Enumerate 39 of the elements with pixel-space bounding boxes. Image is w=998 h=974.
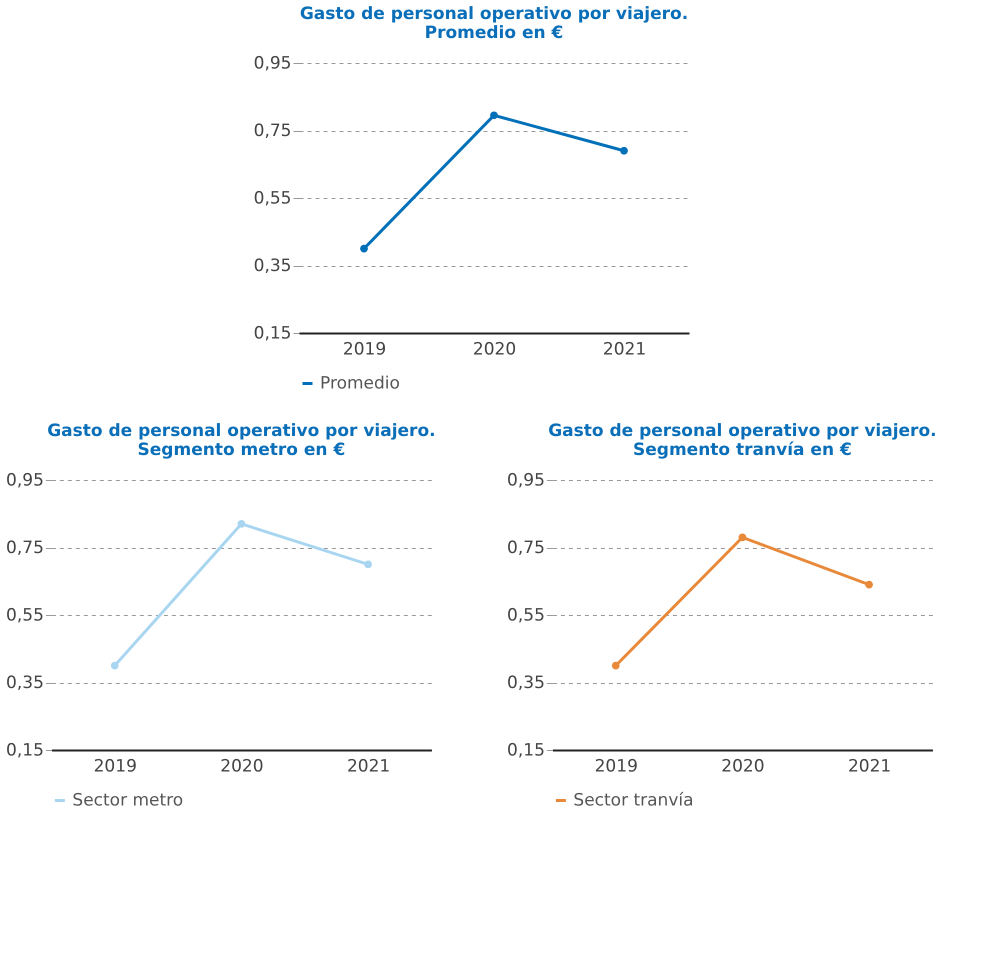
y-tick-label: 0,95 [6, 470, 44, 490]
x-tick-label: 2021 [602, 340, 646, 360]
y-tick-label: 0,15 [507, 740, 545, 760]
point [360, 244, 368, 252]
x-tick-label: 2020 [721, 756, 765, 776]
chart-title: Gasto de personal operativo por viajero. Segmento tranvía en € [548, 421, 937, 460]
x-tick-label: 2019 [594, 756, 638, 776]
point [738, 534, 746, 542]
x-tick-label: 2019 [94, 756, 137, 776]
y-tick-label: 0,55 [507, 606, 545, 626]
y-tick-label: 0,55 [6, 606, 44, 626]
y-tick-label: 0,15 [6, 740, 44, 760]
y-tick-label: 0,95 [507, 470, 545, 490]
chart-title: Gasto de personal operativo por viajero. Promedio en € [300, 4, 688, 43]
y-tick-label: 0,35 [507, 673, 545, 693]
point [238, 520, 246, 528]
y-tick-label: 0,75 [254, 121, 292, 141]
y-tick-label: 0,15 [254, 324, 292, 344]
x-tick-label: 2021 [346, 756, 390, 776]
x-tick-label: 2020 [220, 756, 264, 776]
chart-title: Gasto de personal operativo por viajero. Segmento metro en € [47, 421, 436, 460]
y-tick-label: 0,35 [254, 256, 292, 276]
legend-label: Sector tranvía [573, 790, 694, 810]
legend-label: Sector metro [72, 790, 184, 810]
y-tick-label: 0,55 [254, 188, 292, 208]
point [865, 580, 873, 588]
point [364, 560, 372, 568]
y-tick-label: 0,75 [507, 538, 545, 558]
point [490, 111, 498, 120]
x-tick-label: 2020 [472, 340, 516, 360]
y-tick-label: 0,95 [254, 54, 292, 74]
x-tick-label: 2021 [848, 756, 892, 776]
point [612, 662, 620, 670]
point [110, 662, 119, 670]
legend-label: Promedio [320, 374, 400, 394]
y-tick-label: 0,75 [6, 538, 44, 558]
x-tick-label: 2019 [342, 340, 386, 360]
point [620, 146, 628, 155]
y-tick-label: 0,35 [6, 673, 44, 693]
